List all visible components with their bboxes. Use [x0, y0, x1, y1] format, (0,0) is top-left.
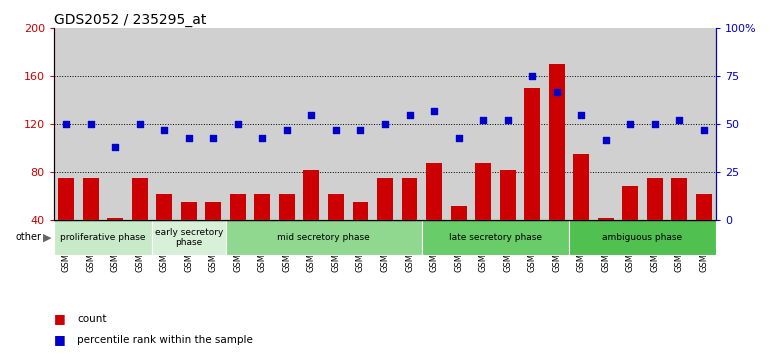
- Bar: [500, 170, 516, 268]
- Bar: [279, 194, 295, 268]
- Bar: [377, 178, 393, 268]
- Bar: [54, 220, 152, 255]
- Point: [85, 121, 97, 127]
- Point: [477, 118, 489, 123]
- Point: [600, 137, 612, 142]
- Text: late secretory phase: late secretory phase: [449, 233, 542, 242]
- Point: [453, 135, 465, 141]
- Bar: [671, 178, 688, 268]
- Point: [379, 121, 391, 127]
- Point: [648, 121, 661, 127]
- Bar: [181, 202, 197, 268]
- Point: [698, 127, 710, 133]
- Bar: [230, 194, 246, 268]
- Bar: [569, 220, 716, 255]
- Text: early secretory
phase: early secretory phase: [155, 228, 223, 247]
- Point: [673, 118, 685, 123]
- Point: [354, 127, 367, 133]
- Text: ▶: ▶: [43, 233, 52, 242]
- Point: [624, 121, 637, 127]
- Bar: [152, 220, 226, 255]
- Text: other: other: [15, 233, 42, 242]
- Bar: [475, 162, 491, 268]
- Point: [330, 127, 342, 133]
- Point: [207, 135, 219, 141]
- Text: count: count: [77, 314, 106, 324]
- Point: [133, 121, 146, 127]
- Bar: [573, 154, 589, 268]
- Bar: [696, 194, 711, 268]
- Bar: [132, 178, 148, 268]
- Bar: [450, 206, 467, 268]
- Point: [403, 112, 416, 118]
- Bar: [303, 170, 320, 268]
- Bar: [107, 218, 123, 268]
- Point: [428, 108, 440, 114]
- Bar: [402, 178, 417, 268]
- Bar: [426, 162, 442, 268]
- Text: mid secretory phase: mid secretory phase: [277, 233, 370, 242]
- Bar: [226, 220, 422, 255]
- Text: ■: ■: [54, 333, 65, 346]
- Text: ■: ■: [54, 312, 65, 325]
- Bar: [353, 202, 369, 268]
- Point: [158, 127, 170, 133]
- Point: [60, 121, 72, 127]
- Point: [575, 112, 588, 118]
- Bar: [156, 194, 172, 268]
- Point: [109, 144, 122, 150]
- Text: ambiguous phase: ambiguous phase: [602, 233, 682, 242]
- Bar: [254, 194, 270, 268]
- Bar: [422, 220, 569, 255]
- Bar: [622, 187, 638, 268]
- Text: proliferative phase: proliferative phase: [60, 233, 146, 242]
- Bar: [549, 64, 564, 268]
- Point: [232, 121, 244, 127]
- Bar: [206, 202, 221, 268]
- Point: [256, 135, 269, 141]
- Bar: [598, 218, 614, 268]
- Bar: [82, 178, 99, 268]
- Point: [182, 135, 195, 141]
- Point: [281, 127, 293, 133]
- Text: percentile rank within the sample: percentile rank within the sample: [77, 335, 253, 345]
- Point: [526, 73, 538, 79]
- Bar: [524, 88, 540, 268]
- Bar: [328, 194, 344, 268]
- Bar: [647, 178, 663, 268]
- Point: [551, 89, 563, 95]
- Text: GDS2052 / 235295_at: GDS2052 / 235295_at: [54, 13, 206, 27]
- Point: [305, 112, 317, 118]
- Point: [501, 118, 514, 123]
- Bar: [59, 178, 74, 268]
